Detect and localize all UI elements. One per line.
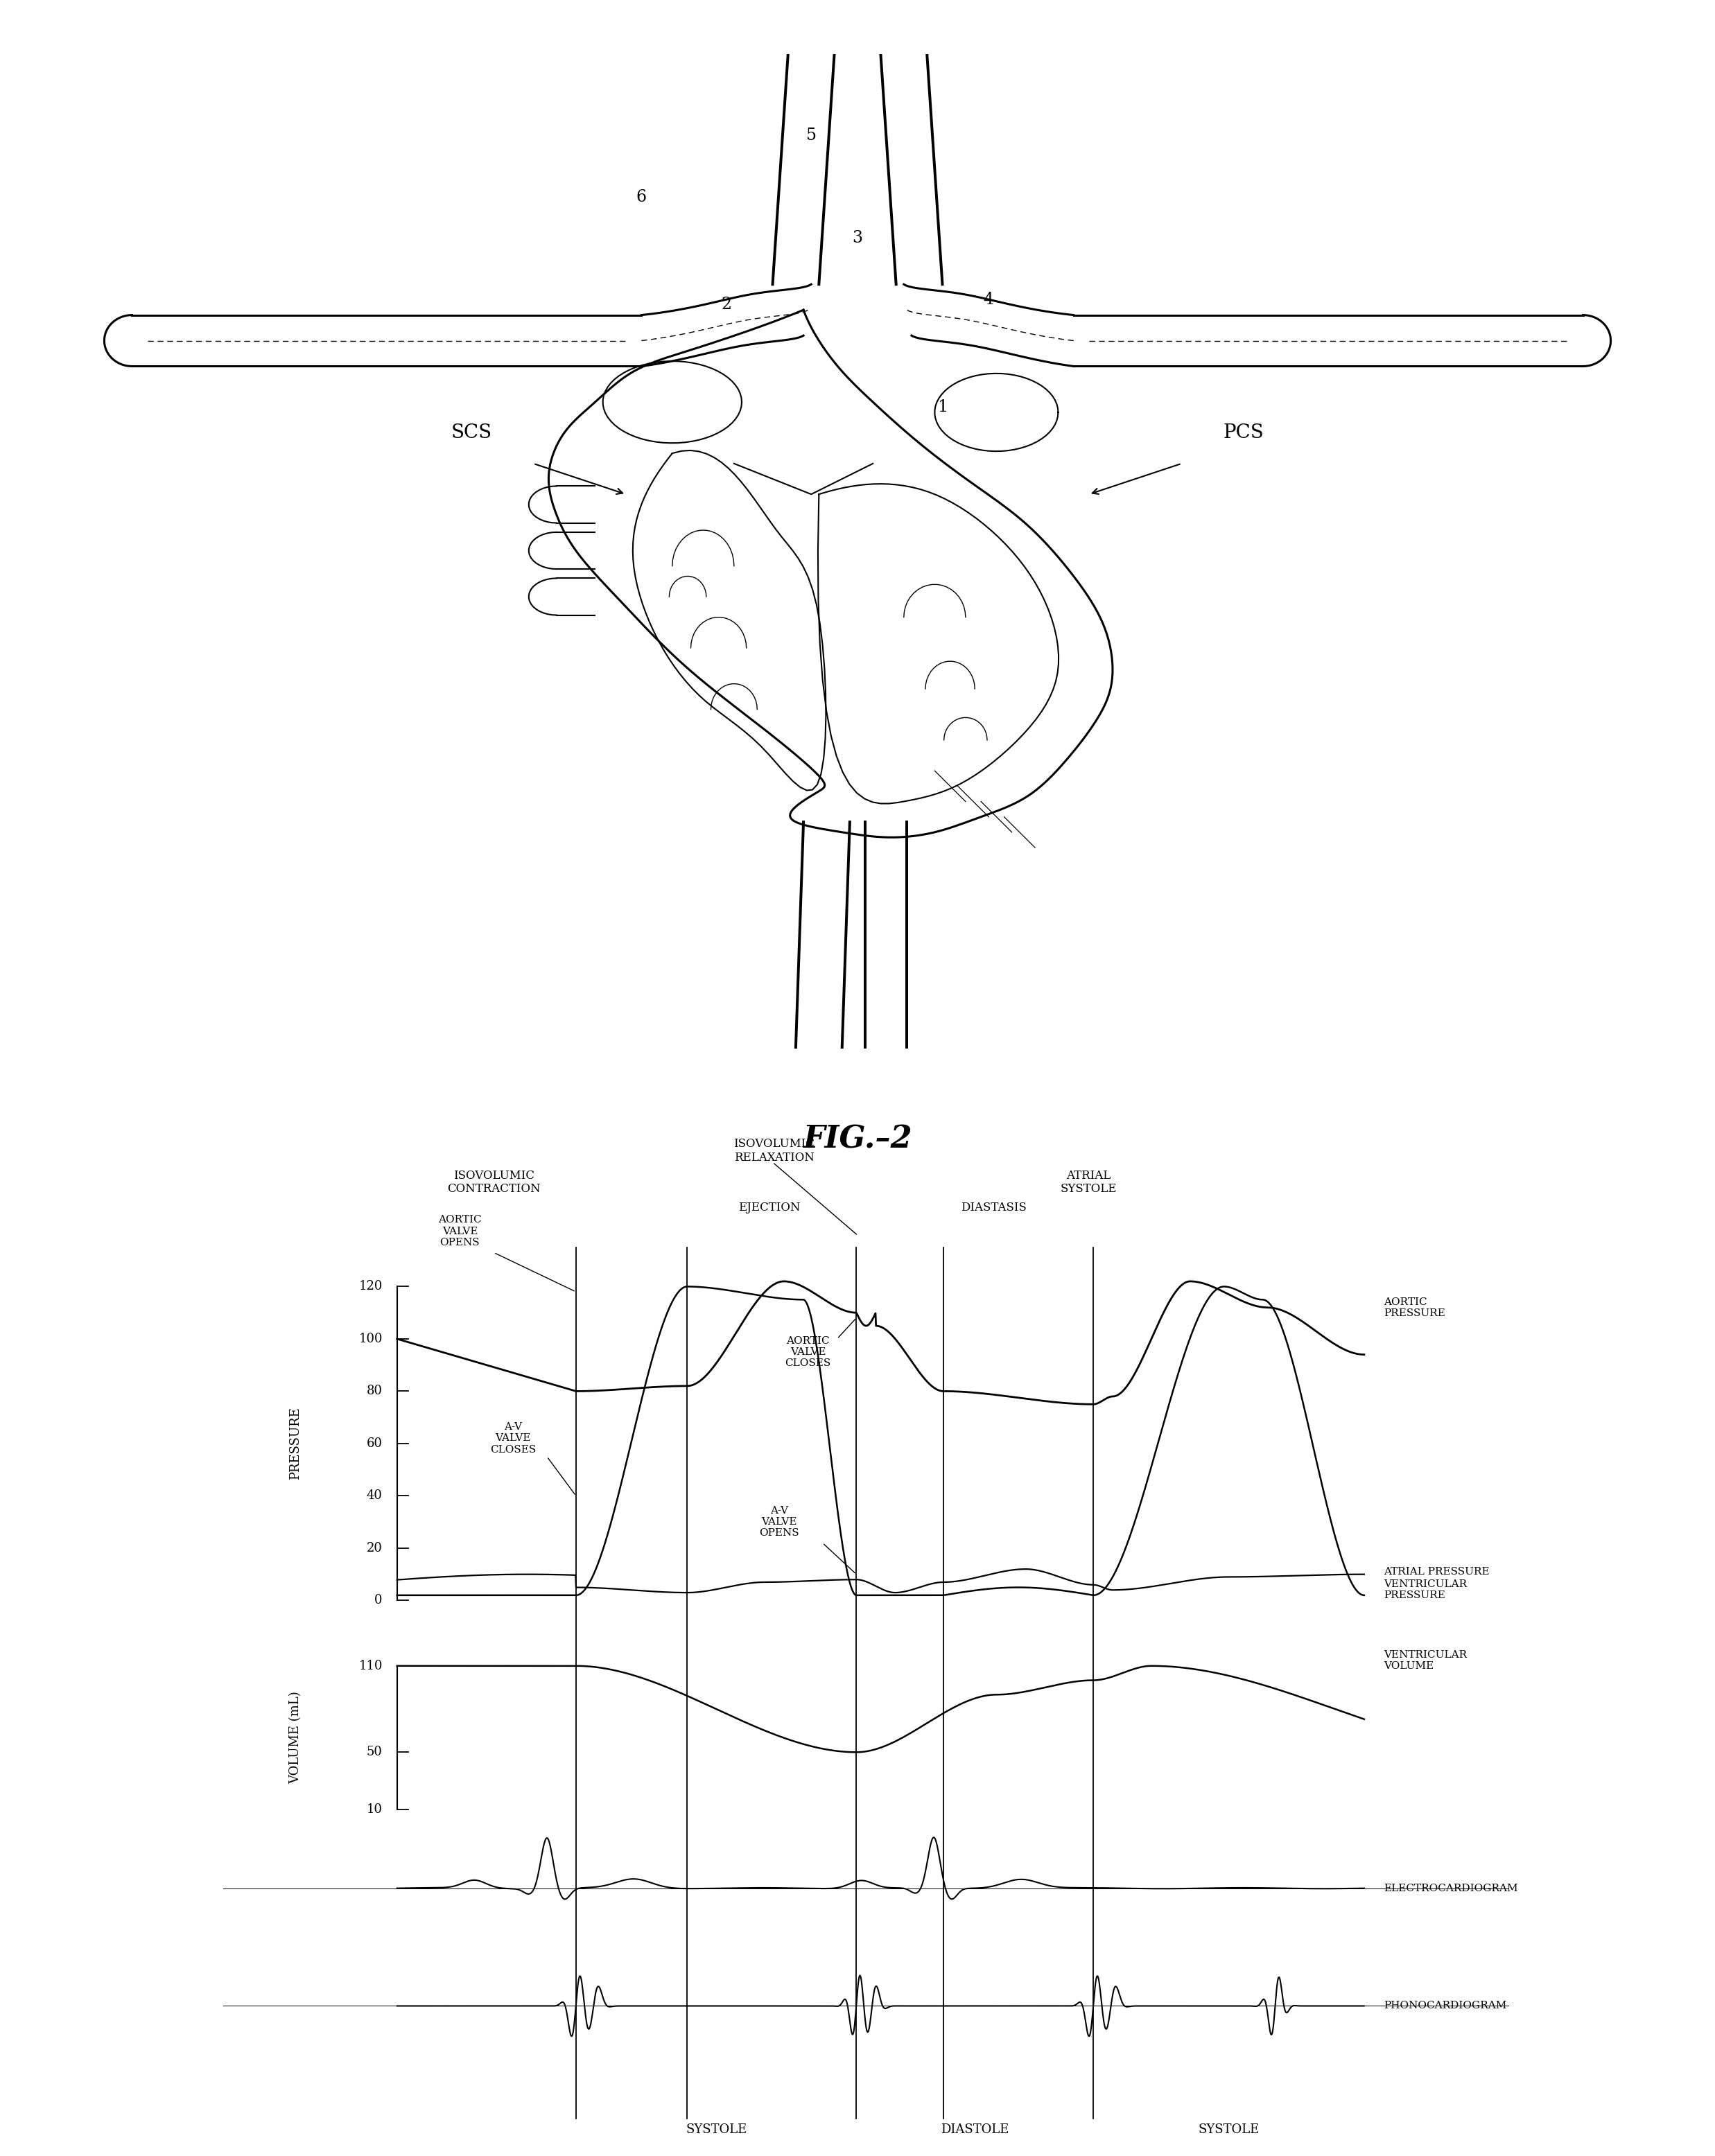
- Text: 2: 2: [720, 298, 732, 313]
- Text: ISOVOLUMIC
CONTRACTION: ISOVOLUMIC CONTRACTION: [448, 1171, 540, 1194]
- Text: VENTRICULAR
VOLUME: VENTRICULAR VOLUME: [1384, 1649, 1466, 1671]
- Text: DIASTOLE: DIASTOLE: [942, 2124, 1008, 2137]
- Text: SCS: SCS: [451, 423, 492, 442]
- Text: PRESSURE: PRESSURE: [290, 1408, 302, 1479]
- Text: AORTIC
VALVE
OPENS: AORTIC VALVE OPENS: [439, 1216, 482, 1248]
- Text: ELECTROCARDIOGRAM: ELECTROCARDIOGRAM: [1384, 1884, 1518, 1893]
- Text: PHONOCARDIOGRAM: PHONOCARDIOGRAM: [1384, 2001, 1506, 2012]
- Text: DIASTASIS: DIASTASIS: [960, 1201, 1027, 1214]
- Text: 1: 1: [936, 399, 948, 416]
- Text: 3: 3: [852, 231, 863, 246]
- Text: 4: 4: [983, 291, 995, 308]
- Text: EJECTION: EJECTION: [739, 1201, 801, 1214]
- Text: 60: 60: [367, 1438, 382, 1449]
- Text: 20: 20: [367, 1542, 382, 1554]
- Text: 5: 5: [806, 127, 816, 144]
- Text: 40: 40: [367, 1490, 382, 1503]
- Text: ATRIAL
SYSTOLE: ATRIAL SYSTOLE: [1060, 1171, 1116, 1194]
- Text: 100: 100: [358, 1332, 382, 1345]
- Text: PCS: PCS: [1223, 423, 1264, 442]
- Text: 80: 80: [367, 1384, 382, 1397]
- Text: 50: 50: [367, 1746, 382, 1759]
- Text: A-V
VALVE
OPENS: A-V VALVE OPENS: [760, 1505, 799, 1537]
- Text: AORTIC
VALVE
CLOSES: AORTIC VALVE CLOSES: [785, 1337, 832, 1369]
- Text: ISOVOLUMIC
RELAXATION: ISOVOLUMIC RELAXATION: [734, 1138, 815, 1164]
- Text: FIG.–2: FIG.–2: [803, 1125, 912, 1153]
- Text: 120: 120: [358, 1281, 382, 1294]
- Text: 0: 0: [374, 1593, 382, 1606]
- Text: SYSTOLE: SYSTOLE: [686, 2124, 746, 2137]
- Text: A-V
VALVE
CLOSES: A-V VALVE CLOSES: [490, 1423, 537, 1455]
- Text: AORTIC
PRESSURE: AORTIC PRESSURE: [1384, 1298, 1446, 1317]
- Text: 10: 10: [367, 1805, 382, 1815]
- Text: ATRIAL PRESSURE: ATRIAL PRESSURE: [1384, 1567, 1489, 1576]
- Text: 6: 6: [636, 190, 647, 205]
- Text: SYSTOLE: SYSTOLE: [1199, 2124, 1259, 2137]
- Text: VOLUME (mL): VOLUME (mL): [290, 1692, 302, 1785]
- Text: 110: 110: [358, 1660, 382, 1673]
- Text: VENTRICULAR
PRESSURE: VENTRICULAR PRESSURE: [1384, 1580, 1466, 1600]
